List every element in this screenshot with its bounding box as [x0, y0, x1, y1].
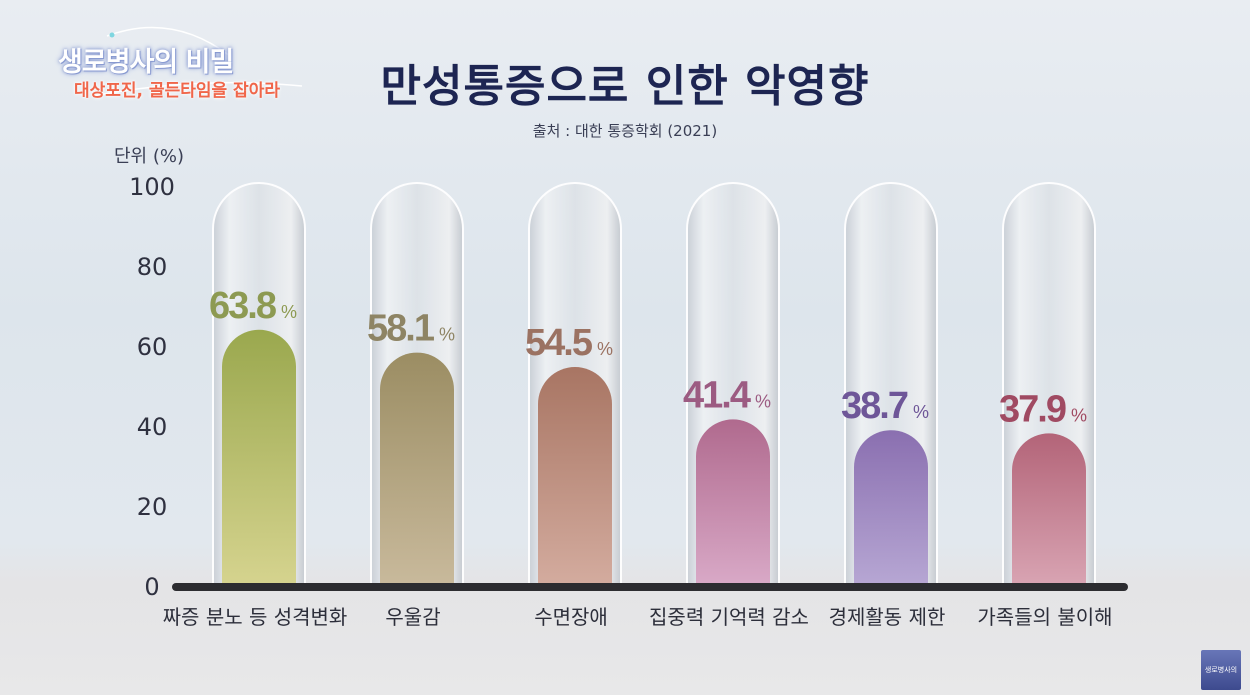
logo-title: 생로병사의 비밀 [58, 47, 234, 78]
bar [854, 430, 928, 583]
y-tick-label: 20 [137, 493, 168, 521]
y-axis-unit-label: 단위 (%) [114, 146, 184, 167]
y-tick-label: 60 [137, 333, 168, 361]
value-label: 54.5% [525, 322, 613, 364]
value-label: 58.1% [367, 308, 455, 350]
x-category-label: 가족들의 불이해 [977, 605, 1112, 629]
x-axis-baseline [172, 583, 1128, 591]
logo-arc-decoration [91, 26, 303, 97]
chart-title: 만성통증으로 인한 악영향 [380, 61, 870, 112]
y-tick-label: 40 [137, 413, 168, 441]
x-category-label: 짜증 분노 등 성격변화 [163, 605, 348, 629]
x-category-label: 우울감 [385, 605, 440, 629]
chart-source: 출처 : 대한 통증학회 (2021) [532, 122, 718, 140]
bar [1012, 433, 1086, 583]
y-tick-label: 100 [129, 173, 175, 201]
x-category-label: 경제활동 제한 [829, 605, 946, 629]
value-label: 63.8% [209, 285, 297, 327]
y-tick-label: 80 [137, 253, 168, 281]
bar [696, 419, 770, 583]
y-tick-label: 0 [144, 573, 159, 601]
bar [380, 352, 454, 583]
value-label: 38.7% [841, 385, 929, 427]
watermark-label: 생로병사의 비밀 [1204, 666, 1238, 674]
logo-subtitle: 대상포진, 골든타임을 잡아라 [74, 81, 280, 101]
value-label: 37.9% [999, 388, 1087, 430]
channel-watermark: 생로병사의 비밀 [1201, 650, 1241, 690]
program-logo: 생로병사의 비밀 대상포진, 골든타임을 잡아라 [52, 18, 312, 108]
value-label: 41.4% [683, 374, 771, 416]
x-category-label: 수면장애 [534, 605, 608, 629]
bar [222, 329, 296, 583]
bar [538, 367, 612, 583]
x-category-label: 집중력 기억력 감소 [649, 605, 809, 629]
